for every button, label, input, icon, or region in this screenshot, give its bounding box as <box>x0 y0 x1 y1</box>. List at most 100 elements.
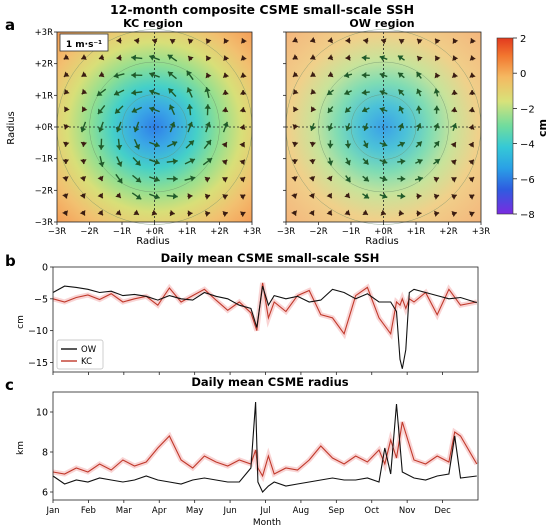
kc-velocity-arrowhead <box>188 140 194 146</box>
panel-letter-b: b <box>5 252 16 270</box>
kc-velocity-arrowhead <box>239 194 246 200</box>
kc-x-axis-label: Radius <box>136 236 170 247</box>
kc-velocity-arrowhead <box>188 56 194 62</box>
ow-velocity-arrowhead <box>468 194 475 200</box>
kc-velocity-arrowhead <box>204 87 211 93</box>
kc-velocity-arrowhead <box>239 124 246 130</box>
ow-velocity-arrowhead <box>292 54 299 60</box>
ssh-line-chart: 0 −5 −10 −15 OW KC <box>28 263 479 375</box>
ow-velocity-arrowhead <box>362 125 369 131</box>
radius-month-label: Sep <box>328 506 344 516</box>
ow-velocity-arrowhead <box>433 123 440 129</box>
ow-velocity-arrowhead <box>415 105 423 111</box>
ow-x-tick-label: +0R <box>374 227 393 237</box>
kc-y-tick-label: +2R <box>35 60 54 70</box>
ow-x-tick-label: +1R <box>407 227 426 237</box>
kc-velocity-arrowhead <box>97 126 104 133</box>
kc-velocity-arrowhead <box>149 54 155 61</box>
ow-velocity-arrowhead <box>363 193 370 199</box>
ssh-y-tick-label: −15 <box>28 358 48 369</box>
ow-velocity-arrowhead <box>380 209 386 216</box>
kc-velocity-arrowhead <box>221 177 228 183</box>
kc-velocity-arrowhead <box>134 37 140 45</box>
kc-velocity-arrowhead <box>172 158 178 165</box>
ow-x-tick-label: +3R <box>472 227 491 237</box>
kc-velocity-arrowhead <box>131 89 137 96</box>
radius-series-ow <box>52 401 477 493</box>
kc-x-tick-label: −3R <box>48 227 67 237</box>
kc-velocity-arrowhead <box>79 176 87 182</box>
ow-velocity-arrowhead <box>344 159 351 166</box>
ow-velocity-arrowhead <box>308 176 316 182</box>
ow-velocity-arrowhead <box>433 88 440 94</box>
kc-y-axis-label: Radius <box>6 111 17 145</box>
kc-velocity-arrowhead <box>98 161 105 167</box>
kc-velocity-arrowhead <box>115 126 122 133</box>
ow-velocity-arrowhead <box>435 55 441 62</box>
ow-velocity-arrowhead <box>327 54 334 61</box>
panel-letter-a: a <box>5 16 15 34</box>
kc-velocity-arrowhead <box>99 71 105 78</box>
ow-velocity-arrowhead <box>327 160 334 166</box>
ow-velocity-arrowhead <box>452 55 459 62</box>
ow-velocity-arrowhead <box>398 123 405 129</box>
kc-velocity-arrowhead <box>172 193 178 200</box>
ow-velocity-arrowhead <box>417 175 423 183</box>
kc-velocity-arrowhead <box>151 209 157 216</box>
colorbar-tick-label: −4 <box>520 140 535 151</box>
kc-y-tick-label: −3R <box>35 218 54 228</box>
ow-velocity-arrowhead <box>433 193 440 200</box>
ow-velocity-arrowhead <box>417 38 423 45</box>
radius-chart-title: Daily mean CSME radius <box>191 375 348 389</box>
kc-velocity-arrowhead <box>135 176 142 183</box>
kc-velocity-arrowhead <box>239 89 247 95</box>
ow-velocity-arrowhead <box>291 176 298 182</box>
colorbar-tick-label: −8 <box>520 210 535 221</box>
ssh-series-kc <box>52 282 477 336</box>
ow-velocity-arrowhead <box>361 89 367 96</box>
kc-velocity-arrowhead <box>117 177 123 184</box>
ow-velocity-arrowhead <box>345 176 351 183</box>
ow-velocity-arrowhead <box>310 36 316 43</box>
ow-velocity-arrowhead <box>381 158 388 165</box>
kc-velocity-arrowhead <box>239 107 246 113</box>
ow-velocity-arrowhead <box>381 141 388 148</box>
kc-velocity-arrowhead <box>187 193 193 200</box>
kc-y-tick-label: −1R <box>35 155 54 165</box>
kc-velocity-arrowhead <box>187 210 193 217</box>
ow-velocity-arrowhead <box>416 71 422 78</box>
kc-velocity-arrowhead <box>204 193 211 200</box>
kc-velocity-arrowhead <box>154 193 160 200</box>
ow-velocity-arrowhead <box>451 123 458 129</box>
kc-velocity-arrowhead <box>167 71 174 78</box>
kc-x-tick-label: +2R <box>210 227 229 237</box>
ow-velocity-arrowhead <box>433 176 439 183</box>
ow-velocity-arrowhead <box>468 124 475 130</box>
ow-velocity-arrowhead <box>344 89 350 96</box>
kc-x-tick-label: +0R <box>145 227 164 237</box>
ow-velocity-arrowhead <box>308 210 315 216</box>
kc-region-title: KC region <box>123 17 183 30</box>
kc-velocity-arrowhead <box>131 107 138 114</box>
kc-velocity-arrowhead <box>98 54 105 61</box>
ow-velocity-arrowhead <box>308 192 315 199</box>
kc-velocity-arrowhead <box>81 71 88 77</box>
kc-velocity-arrowhead <box>167 54 174 60</box>
ow-velocity-arrowhead <box>435 38 441 45</box>
kc-velocity-arrowhead <box>206 55 212 62</box>
kc-velocity-arrowhead <box>222 194 228 200</box>
kc-velocity-arrowhead <box>206 158 213 164</box>
ow-velocity-arrowhead <box>327 89 333 95</box>
ow-velocity-arrowhead <box>400 192 406 200</box>
ow-velocity-arrowhead <box>379 72 386 79</box>
ow-velocity-arrowhead <box>416 88 423 95</box>
ow-velocity-arrowhead <box>399 38 405 45</box>
kc-velocity-arrowhead <box>135 160 141 166</box>
kc-velocity-arrowhead <box>190 175 196 182</box>
ow-velocity-arrowhead <box>379 106 386 113</box>
kc-velocity-arrowhead <box>96 90 103 96</box>
ow-velocity-arrowhead <box>291 210 297 216</box>
ow-velocity-arrowhead <box>415 123 422 129</box>
ow-velocity-arrowhead <box>292 124 299 130</box>
ow-velocity-arrowhead <box>450 177 457 183</box>
